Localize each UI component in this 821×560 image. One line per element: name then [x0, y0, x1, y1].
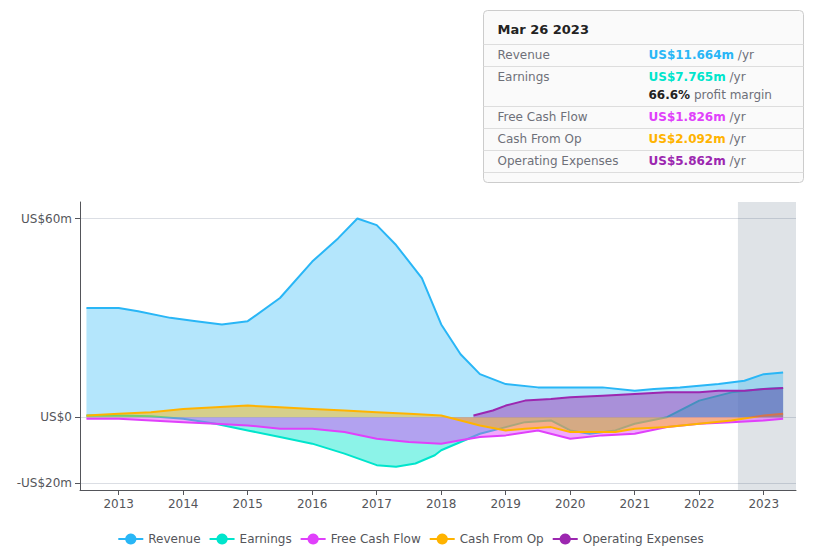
svg-text:/yr: /yr	[726, 110, 746, 124]
svg-text:/yr: /yr	[726, 154, 746, 168]
svg-text:/yr: /yr	[734, 48, 754, 62]
svg-text:2021: 2021	[619, 497, 650, 511]
svg-text:US$60m: US$60m	[21, 212, 72, 226]
svg-text:Operating Expenses: Operating Expenses	[498, 154, 619, 168]
svg-text:US$11.664m: US$11.664m	[649, 48, 735, 62]
svg-text:US$7.765m: US$7.765m	[649, 70, 726, 84]
svg-text:Cash From Op: Cash From Op	[498, 132, 582, 146]
svg-text:/yr: /yr	[726, 70, 746, 84]
svg-text:66.6%: 66.6%	[649, 88, 691, 102]
svg-text:2014: 2014	[168, 497, 199, 511]
svg-text:Free Cash Flow: Free Cash Flow	[331, 532, 421, 546]
svg-text:Free Cash Flow: Free Cash Flow	[498, 110, 588, 124]
svg-text:Earnings: Earnings	[240, 532, 292, 546]
svg-text:2019: 2019	[490, 497, 521, 511]
svg-text:profit margin: profit margin	[690, 88, 772, 102]
svg-text:-US$20m: -US$20m	[17, 476, 72, 490]
svg-text:2013: 2013	[103, 497, 134, 511]
svg-text:2016: 2016	[297, 497, 328, 511]
svg-text:Revenue: Revenue	[148, 532, 200, 546]
svg-text:US$0: US$0	[40, 410, 72, 424]
svg-text:/yr: /yr	[726, 132, 746, 146]
svg-text:2018: 2018	[426, 497, 457, 511]
svg-text:2015: 2015	[232, 497, 263, 511]
svg-text:Mar 26 2023: Mar 26 2023	[498, 22, 589, 37]
svg-text:US$1.826m: US$1.826m	[649, 110, 726, 124]
svg-text:2017: 2017	[361, 497, 392, 511]
svg-text:2022: 2022	[684, 497, 715, 511]
svg-text:Earnings: Earnings	[498, 70, 550, 84]
svg-text:Cash From Op: Cash From Op	[460, 532, 544, 546]
svg-text:Revenue: Revenue	[498, 48, 550, 62]
svg-text:2023: 2023	[748, 497, 779, 511]
svg-text:US$5.862m: US$5.862m	[649, 154, 726, 168]
svg-text:2020: 2020	[555, 497, 586, 511]
svg-text:Operating Expenses: Operating Expenses	[583, 532, 704, 546]
svg-text:US$2.092m: US$2.092m	[649, 132, 726, 146]
